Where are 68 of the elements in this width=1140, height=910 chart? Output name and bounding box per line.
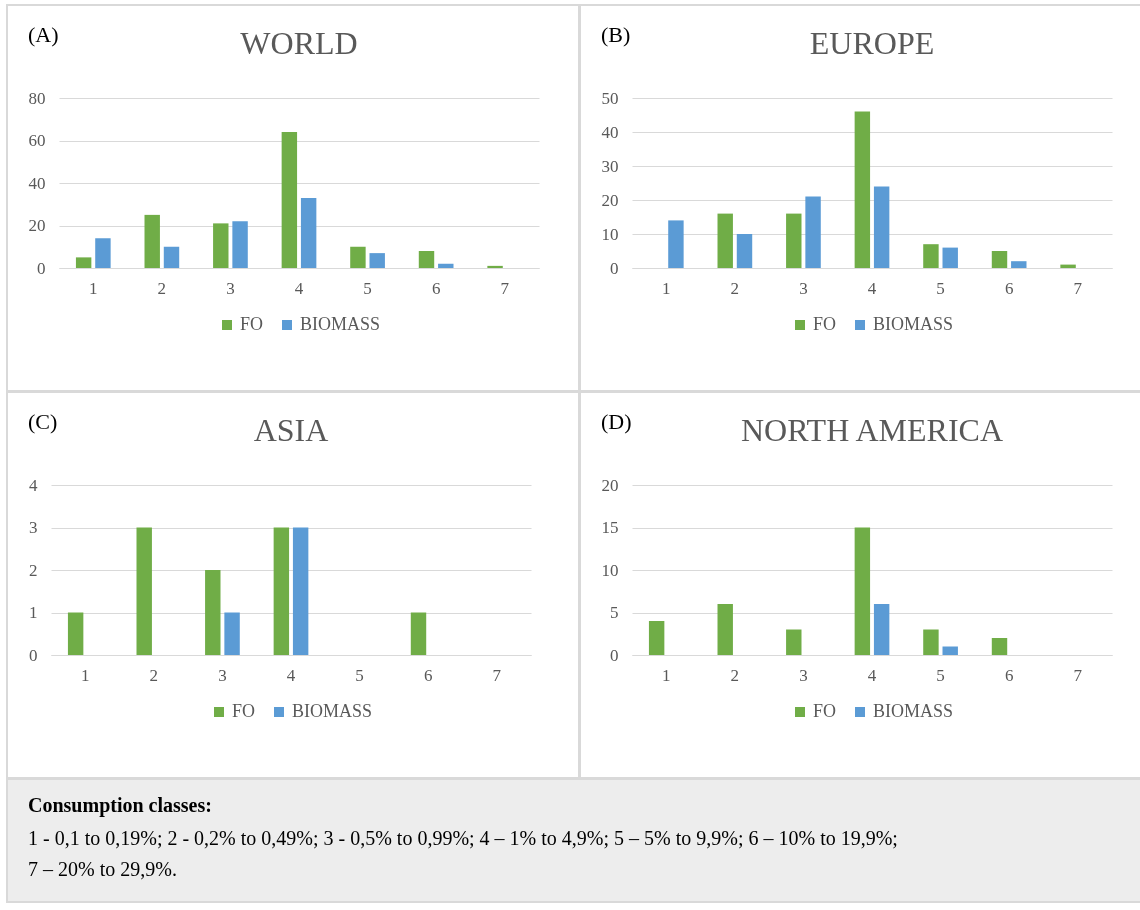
y-tick-label: 40 bbox=[601, 122, 619, 142]
panel-label: (A) bbox=[28, 22, 59, 48]
y-tick-label: 20 bbox=[28, 216, 46, 235]
y-tick-label: 20 bbox=[601, 190, 619, 210]
chart-title: ASIA bbox=[253, 412, 329, 448]
x-tick-label: 3 bbox=[799, 665, 808, 685]
x-tick-label: 7 bbox=[492, 665, 502, 685]
panel-label: (C) bbox=[28, 409, 58, 435]
y-tick-label: 5 bbox=[610, 603, 619, 622]
x-tick-label: 5 bbox=[936, 665, 945, 685]
x-tick-label: 2 bbox=[730, 278, 740, 298]
x-tick-label: 4 bbox=[867, 665, 877, 685]
legend-label: BIOMASS bbox=[292, 701, 373, 721]
y-tick-label: 40 bbox=[28, 173, 46, 193]
y-tick-label: 10 bbox=[601, 560, 619, 580]
x-tick-label: 2 bbox=[149, 665, 159, 685]
y-tick-label: 20 bbox=[601, 475, 619, 495]
x-tick-label: 5 bbox=[355, 665, 364, 685]
y-tick-label: 0 bbox=[37, 258, 46, 278]
x-tick-label: 1 bbox=[662, 278, 671, 298]
y-tick-label: 0 bbox=[29, 645, 38, 665]
legend-label: BIOMASS bbox=[300, 314, 381, 334]
y-tick-label: 50 bbox=[601, 88, 619, 108]
x-tick-label: 2 bbox=[157, 278, 167, 298]
x-tick-label: 3 bbox=[799, 278, 808, 298]
y-tick-label: 0 bbox=[610, 645, 619, 665]
x-tick-label: 4 bbox=[867, 278, 877, 298]
x-tick-label: 5 bbox=[936, 278, 945, 298]
legend-label: FO bbox=[813, 701, 837, 721]
y-tick-label: 10 bbox=[601, 224, 619, 244]
chart-title: WORLD bbox=[240, 25, 358, 61]
x-tick-label: 7 bbox=[1073, 278, 1083, 298]
text: Consumption classes: bbox=[28, 794, 213, 817]
panel-label: (B) bbox=[601, 22, 631, 48]
legend-label: BIOMASS bbox=[873, 314, 954, 334]
y-tick-label: 2 bbox=[29, 560, 38, 580]
y-tick-label: 80 bbox=[28, 88, 46, 108]
y-tick-label: 3 bbox=[29, 518, 38, 537]
y-tick-label: 30 bbox=[601, 156, 619, 176]
x-tick-label: 6 bbox=[423, 665, 433, 685]
x-tick-label: 4 bbox=[294, 278, 304, 298]
y-tick-label: 60 bbox=[28, 131, 46, 150]
chart-title: NORTH AMERICA bbox=[740, 412, 1004, 448]
y-tick-label: 1 bbox=[29, 603, 38, 622]
text: 1 - 0,1 to 0,19%; 2 - 0,2% to 0,49%; 3 - 0,5% to 0,99%; 4 – 1% to 4,9%; 5 – 5% to 9,9%; 6 – 10% to 19,9%; bbox=[28, 827, 899, 850]
x-tick-label: 3 bbox=[226, 278, 235, 298]
legend-label: FO bbox=[813, 314, 837, 334]
x-tick-label: 1 bbox=[81, 665, 90, 685]
y-tick-label: 15 bbox=[601, 518, 619, 537]
y-tick-label: 0 bbox=[610, 258, 619, 278]
text: 7 – 20% to 29,9%. bbox=[28, 858, 178, 881]
y-tick-label: 4 bbox=[29, 475, 38, 495]
x-tick-label: 3 bbox=[218, 665, 227, 685]
x-tick-label: 4 bbox=[286, 665, 296, 685]
x-tick-label: 1 bbox=[662, 665, 671, 685]
x-tick-label: 6 bbox=[1004, 278, 1014, 298]
x-tick-label: 7 bbox=[500, 278, 510, 298]
chart-title: EUROPE bbox=[809, 25, 935, 61]
panel-label: (D) bbox=[601, 409, 632, 435]
legend-label: FO bbox=[232, 701, 256, 721]
legend-label: FO bbox=[240, 314, 264, 334]
x-tick-label: 2 bbox=[730, 665, 740, 685]
legend-label: BIOMASS bbox=[873, 701, 954, 721]
x-tick-label: 6 bbox=[431, 278, 441, 298]
x-tick-label: 6 bbox=[1004, 665, 1014, 685]
x-tick-label: 7 bbox=[1073, 665, 1083, 685]
x-tick-label: 5 bbox=[363, 278, 372, 298]
x-tick-label: 1 bbox=[89, 278, 98, 298]
